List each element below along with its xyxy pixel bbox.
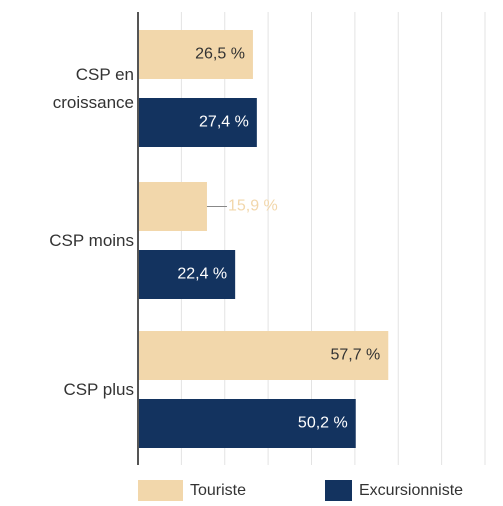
- value-label: 50,2 %: [298, 415, 348, 432]
- legend-swatch: [325, 480, 352, 501]
- category-label: CSP en croissance: [52, 64, 134, 112]
- legend-swatch: [138, 480, 183, 501]
- value-label: 15,9 %: [228, 198, 278, 215]
- value-label: 27,4 %: [199, 114, 249, 131]
- bar: [138, 331, 389, 380]
- value-label: 22,4 %: [177, 266, 227, 283]
- bar: [138, 30, 253, 79]
- value-label: 26,5 %: [195, 46, 245, 63]
- bar: [138, 182, 207, 231]
- category-label: CSP plus: [63, 379, 134, 399]
- value-label: 57,7 %: [330, 347, 380, 364]
- bar: [138, 98, 257, 147]
- legend-label: Excursionniste: [359, 482, 463, 499]
- bar: [138, 399, 356, 448]
- category-label: CSP moins: [49, 230, 134, 250]
- legend-label: Touriste: [190, 482, 246, 499]
- bar: [138, 250, 236, 299]
